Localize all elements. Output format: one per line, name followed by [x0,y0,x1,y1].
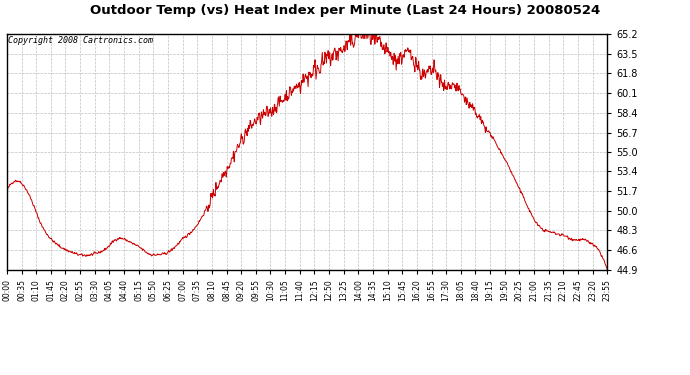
Text: Outdoor Temp (vs) Heat Index per Minute (Last 24 Hours) 20080524: Outdoor Temp (vs) Heat Index per Minute … [90,4,600,17]
Text: Copyright 2008 Cartronics.com: Copyright 2008 Cartronics.com [8,36,153,45]
